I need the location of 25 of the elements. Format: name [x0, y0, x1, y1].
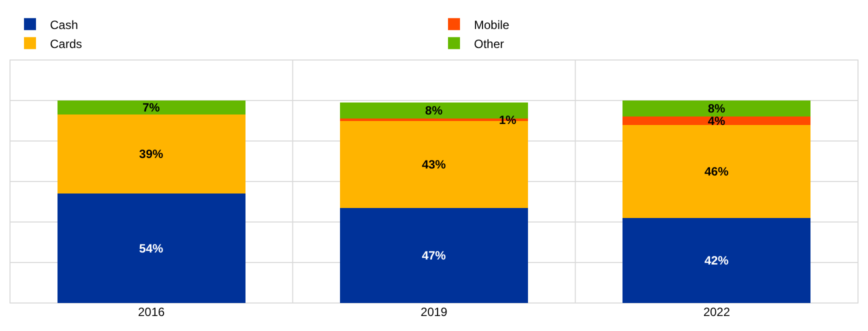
bar: [622, 100, 811, 117]
legend-label: Other: [474, 36, 504, 51]
bar: [57, 194, 246, 303]
data-label: 42%: [704, 253, 729, 268]
bar: [622, 218, 811, 303]
data-label: 47%: [422, 248, 446, 262]
data-label: 43%: [422, 157, 446, 172]
bar: [340, 208, 528, 303]
data-label: 39%: [139, 147, 164, 162]
data-label: 8%: [708, 102, 726, 116]
data-label: 4%: [708, 114, 726, 128]
data-label: 54%: [139, 241, 164, 256]
bar: [57, 100, 246, 115]
legend-label: Cash: [50, 18, 78, 32]
legend-label: Cards: [50, 36, 82, 51]
x-tick-label: 2019: [420, 305, 448, 319]
data-label: 8%: [425, 104, 443, 118]
data-label: 7%: [142, 100, 160, 115]
legend-label: Mobile: [474, 18, 510, 32]
bar: [622, 124, 811, 218]
x-tick-label: 2016: [138, 305, 165, 319]
data-label: 46%: [704, 164, 729, 178]
x-tick-label: 2022: [703, 305, 730, 319]
bar: [57, 114, 246, 194]
bar: [622, 116, 811, 125]
